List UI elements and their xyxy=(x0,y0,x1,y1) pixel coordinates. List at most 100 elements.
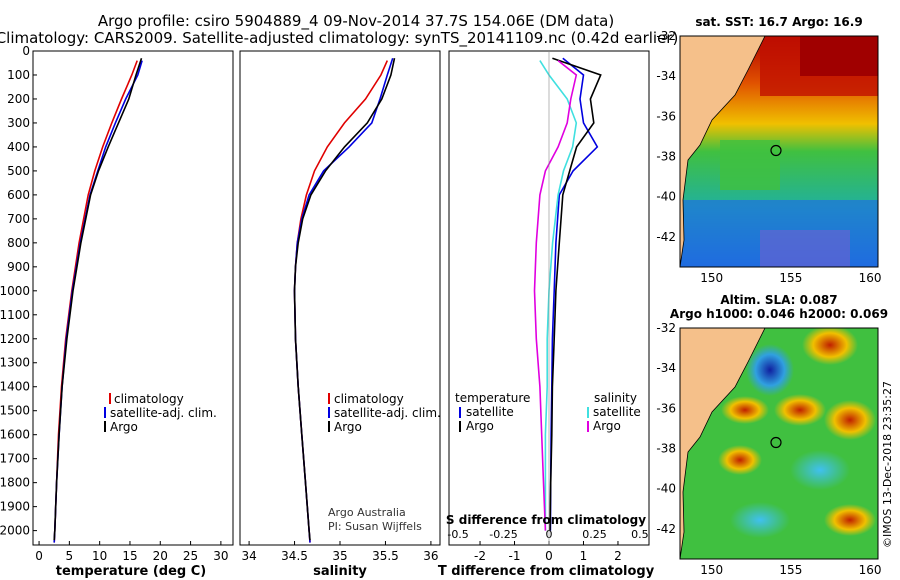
series-line-satellite-adj-clim- xyxy=(293,57,394,543)
x-tick-label: 20 xyxy=(153,549,168,563)
sla-map-title-1: Altim. SLA: 0.087 xyxy=(720,293,837,307)
sla-coastline xyxy=(680,328,766,559)
y-tick-label: 200 xyxy=(7,92,30,106)
figure-title-line2: Climatology: CARS2009. Satellite-adjuste… xyxy=(0,29,678,48)
y-tick-label: 600 xyxy=(7,188,30,202)
legend-label-s-satellite: satellite xyxy=(593,405,641,419)
map-x-tick-label: 155 xyxy=(779,563,802,577)
sst-map-axes: 150 155 160 -32 -34 -36 -38 -40 -42 xyxy=(656,29,881,285)
legend-label-climatology: climatology xyxy=(114,392,184,406)
y-tick-label: 1900 xyxy=(0,500,30,514)
series-line-climatology xyxy=(293,60,389,543)
y-tick-label: 900 xyxy=(7,260,30,274)
y-tick-label: 2000 xyxy=(0,524,30,538)
salinity-series xyxy=(293,57,396,543)
y-tick-label: 100 xyxy=(7,68,30,82)
t-difference-x-label: T difference from climatology xyxy=(438,564,655,579)
map-y-tick-label: -40 xyxy=(656,190,676,204)
legend-label-argo: Argo xyxy=(110,420,138,434)
sla-map-frame xyxy=(679,327,879,560)
y-tick-label: 1500 xyxy=(0,404,30,418)
salinity-x-axis: 34 34.5 35 35.5 36 xyxy=(241,541,439,563)
x-tick-label: 34 xyxy=(241,549,256,563)
sst-map-frame xyxy=(679,35,879,268)
map-y-tick-label: -38 xyxy=(656,442,676,456)
x-tick-label: 15 xyxy=(122,549,137,563)
series-line-climatology xyxy=(53,60,138,543)
map-x-tick-label: 150 xyxy=(700,563,723,577)
sla-map-title-2: Argo h1000: 0.046 h2000: 0.069 xyxy=(670,307,888,321)
s-diff-tick-label: -0.25 xyxy=(489,528,517,541)
sla-map-axes: 150 155 160 -32 -34 -36 -38 -40 -42 xyxy=(656,321,881,577)
legend-label-satellite: satellite-adj. clim. xyxy=(334,406,441,420)
map-y-tick-label: -38 xyxy=(656,150,676,164)
sst-map-image xyxy=(680,36,878,267)
y-tick-label: 1300 xyxy=(0,356,30,370)
y-tick-label: 1100 xyxy=(0,308,30,322)
y-tick-label: 0 xyxy=(22,44,30,58)
legend-head-temperature: temperature xyxy=(455,391,530,405)
legend-label-s-argo: Argo xyxy=(593,419,621,433)
x-tick-label: 34.5 xyxy=(281,549,308,563)
x-tick-label: 10 xyxy=(92,549,107,563)
credit-text: Argo Australia xyxy=(328,506,406,519)
difference-x-axis: -2 -1 0 1 2-0.5 -0.25 0 0.25 0.5 xyxy=(447,528,648,563)
series-line-salinity-argo xyxy=(533,59,578,531)
series-line-salinity-satellite xyxy=(539,60,578,531)
y-tick-label: 1800 xyxy=(0,476,30,490)
x-tick-label: 30 xyxy=(213,549,228,563)
map-x-tick-label: 160 xyxy=(859,563,882,577)
y-tick-label: 500 xyxy=(7,164,30,178)
map-y-tick-label: -42 xyxy=(656,230,676,244)
y-tick-label: 1200 xyxy=(0,332,30,346)
map-y-tick-label: -32 xyxy=(656,321,676,335)
x-tick-label: 35 xyxy=(332,549,347,563)
x-tick-label: 25 xyxy=(183,549,198,563)
x-tick-label: -2 xyxy=(474,549,486,563)
x-tick-label: 2 xyxy=(614,549,622,563)
series-line-temperature-argo xyxy=(549,57,602,531)
y-tick-label: 1400 xyxy=(0,380,30,394)
y-tick-label: 400 xyxy=(7,140,30,154)
y-tick-label: 1000 xyxy=(0,284,30,298)
y-tick-label: 1600 xyxy=(0,428,30,442)
series-line-satellite-adj-clim- xyxy=(53,60,143,543)
s-difference-x-label: S difference from climatology xyxy=(446,513,646,527)
imos-timestamp: ©IMOS 13-Dec-2018 23:35:27 xyxy=(881,381,894,548)
x-tick-label: 5 xyxy=(66,549,74,563)
sst-argo-position-marker xyxy=(770,144,782,157)
map-y-tick-label: -32 xyxy=(656,29,676,43)
x-tick-label: 1 xyxy=(580,549,588,563)
y-tick-label: 700 xyxy=(7,212,30,226)
x-tick-label: 0 xyxy=(545,549,553,563)
sla-map-image xyxy=(680,328,878,559)
salinity-panel-frame xyxy=(239,50,441,546)
sst-coastline xyxy=(680,36,766,267)
legend-label-t-satellite: satellite xyxy=(466,405,514,419)
map-y-tick-label: -34 xyxy=(656,361,676,375)
salinity-legend: climatology satellite-adj. clim. Argo xyxy=(328,392,441,434)
legend-label-climatology: climatology xyxy=(334,392,404,406)
sst-map-title: sat. SST: 16.7 Argo: 16.9 xyxy=(695,15,862,29)
y-tick-label: 300 xyxy=(7,116,30,130)
s-diff-tick-label: 0.25 xyxy=(582,528,607,541)
map-y-tick-label: -34 xyxy=(656,69,676,83)
temperature-panel-frame xyxy=(32,50,234,546)
s-diff-tick-label: -0.5 xyxy=(447,528,468,541)
series-line-argo xyxy=(53,57,143,541)
map-y-tick-label: -36 xyxy=(656,109,676,123)
map-x-tick-label: 160 xyxy=(859,271,882,285)
temperature-x-axis: 0 5 10 15 20 25 30 xyxy=(35,541,229,563)
series-line-argo xyxy=(293,58,396,541)
x-tick-label: 35.5 xyxy=(372,549,399,563)
legend-label-satellite: satellite-adj. clim. xyxy=(110,406,217,420)
sla-argo-position-marker xyxy=(770,436,782,449)
y-tick-label: 800 xyxy=(7,236,30,250)
difference-series xyxy=(533,51,602,545)
legend-label-argo: Argo xyxy=(334,420,362,434)
map-x-tick-label: 155 xyxy=(779,271,802,285)
map-y-tick-label: -40 xyxy=(656,482,676,496)
difference-legend: temperature satellite Argo salinity sate… xyxy=(455,391,641,433)
x-tick-label: -1 xyxy=(509,549,521,563)
